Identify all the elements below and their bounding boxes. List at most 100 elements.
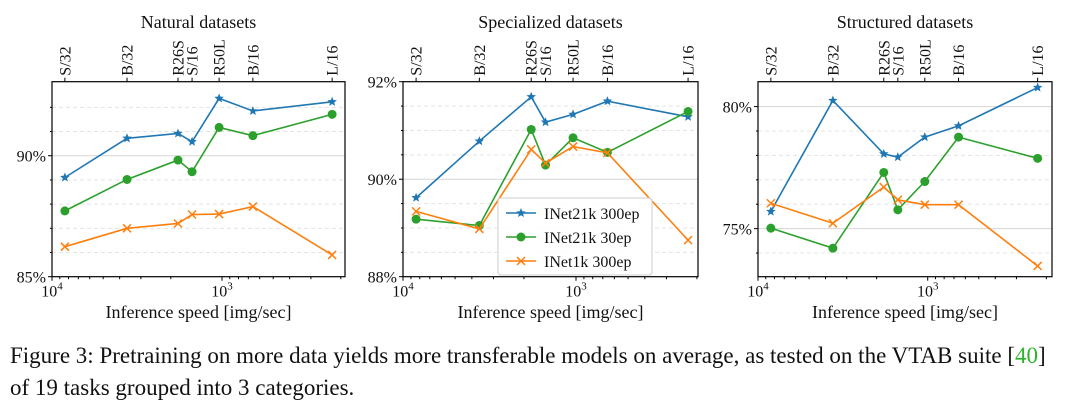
circle-marker (122, 174, 132, 184)
model-label: S/32 (57, 46, 74, 75)
circle-marker (920, 177, 930, 187)
y-tick-label: 75% (723, 222, 752, 239)
x-tick-label: 104 (392, 281, 414, 301)
model-label: B/16 (951, 45, 968, 76)
series-line (64, 205, 333, 256)
x-marker (541, 158, 551, 168)
star-marker (411, 192, 421, 202)
x-marker (187, 209, 197, 220)
circle-marker (879, 167, 889, 177)
star-marker (516, 208, 526, 218)
circle-marker (1033, 153, 1043, 163)
legend-box (497, 197, 653, 276)
model-label: B/16 (245, 45, 262, 76)
x-marker (474, 224, 484, 234)
model-label: R26S (876, 40, 893, 76)
model-label: S/16 (890, 46, 907, 75)
x-marker (411, 206, 421, 216)
legend-label: INet21k 300ep (544, 206, 640, 223)
model-label: B/32 (120, 45, 137, 76)
circle-marker (954, 132, 964, 142)
circle-marker (828, 243, 838, 253)
x-marker (516, 256, 526, 266)
x-tick-label: 104 (747, 281, 769, 301)
x-marker (893, 195, 903, 205)
x-marker (327, 250, 337, 260)
star-marker (526, 91, 536, 101)
circle-marker (526, 124, 536, 134)
star-marker (60, 172, 70, 182)
star-marker (327, 96, 337, 106)
model-label: S/16 (538, 46, 555, 75)
y-tick-label: 80% (723, 100, 752, 117)
chart-title: Specialized datasets (478, 12, 622, 32)
star-marker (248, 105, 258, 116)
model-label: B/32 (825, 45, 842, 76)
x-marker (122, 223, 132, 233)
star-marker (122, 133, 132, 143)
star-marker (920, 132, 930, 142)
model-label: R26S (170, 40, 187, 76)
circle-marker (327, 109, 337, 119)
star-marker (474, 136, 485, 146)
x-marker (173, 218, 183, 229)
series-line (415, 95, 689, 199)
series-line (770, 186, 1039, 267)
x-marker (568, 142, 578, 152)
model-label: R50L (212, 39, 229, 75)
star-marker (540, 117, 551, 127)
star-marker (602, 96, 613, 106)
circle-marker (541, 160, 551, 170)
x-marker (248, 202, 258, 212)
circle-marker (214, 122, 224, 132)
series-line (770, 136, 1038, 250)
series-line (64, 113, 333, 212)
chart-title: Structured datasets (837, 12, 973, 32)
model-label: L/16 (1030, 45, 1047, 75)
chart-title: Natural datasets (141, 12, 256, 32)
circle-marker (411, 214, 421, 224)
x-tick-label: 103 (917, 281, 939, 301)
model-label: B/32 (472, 45, 489, 76)
citation-link[interactable]: 40 (1014, 343, 1038, 368)
circle-marker (173, 155, 183, 165)
circle-marker (516, 232, 526, 242)
x-marker (879, 182, 889, 192)
star-marker (953, 120, 964, 130)
caption-text-start: Figure 3: Pretraining on more data yield… (10, 343, 1015, 368)
x-axis-label: Inference speed [img/sec] (812, 302, 998, 322)
model-label: S/32 (763, 46, 780, 75)
star-marker (828, 95, 838, 105)
star-marker (214, 93, 224, 103)
star-marker (568, 109, 578, 119)
x-tick-label: 104 (41, 281, 63, 301)
star-marker (187, 136, 197, 146)
x-axis-label: Inference speed [img/sec] (106, 302, 292, 322)
figure-caption: Figure 3: Pretraining on more data yield… (10, 340, 1065, 404)
plot-frame (757, 81, 1053, 278)
model-label: B/16 (600, 45, 617, 76)
x-tick-label: 103 (211, 281, 233, 301)
x-marker (683, 235, 693, 245)
x-marker (526, 144, 536, 154)
model-label: L/16 (681, 45, 698, 75)
circle-marker (187, 167, 197, 177)
model-label: S/16 (185, 46, 202, 75)
x-marker (954, 200, 964, 210)
x-marker (1033, 261, 1043, 271)
circle-marker (568, 133, 578, 143)
y-tick-label: 90% (17, 149, 46, 166)
star-marker (879, 148, 889, 158)
x-marker (60, 242, 70, 252)
x-marker (602, 148, 612, 158)
star-marker (173, 128, 183, 138)
circle-marker (683, 106, 693, 116)
star-marker (683, 111, 693, 121)
circle-marker (766, 223, 776, 233)
circle-marker (893, 205, 903, 215)
y-tick-label: 92% (368, 75, 397, 92)
legend-label: INet21k 30ep (544, 230, 632, 247)
